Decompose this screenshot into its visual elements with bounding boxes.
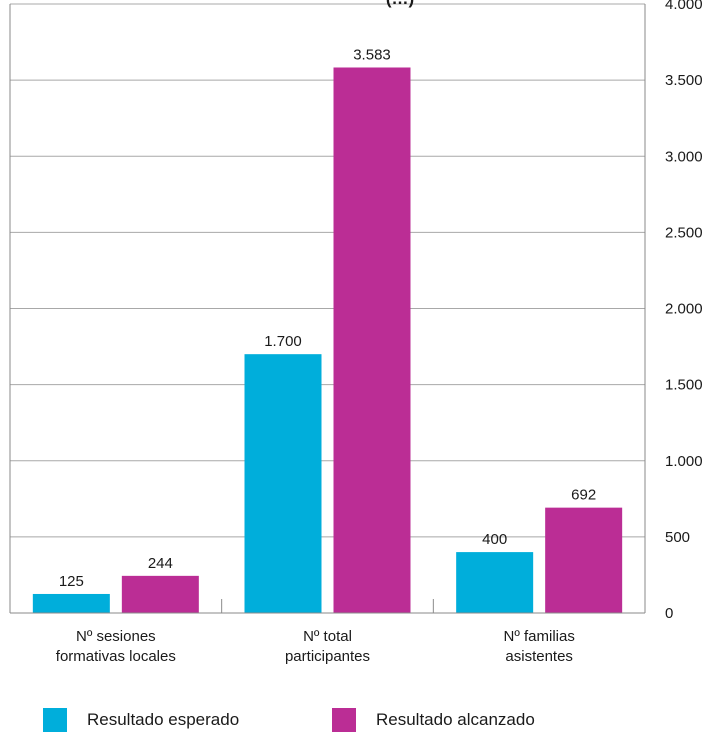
legend-swatch-alcanzado <box>332 708 356 732</box>
bar <box>244 354 322 613</box>
axes <box>9 4 646 614</box>
legend-swatch-esperado <box>43 708 67 732</box>
y-tick-label: 1.000 <box>665 453 703 470</box>
bar <box>333 67 411 613</box>
category-label: asistentes <box>505 648 573 665</box>
labels: 0 500 1.000 1.500 2.000 2.500 3.000 3.500 4.000 1… <box>56 0 703 665</box>
y-tick-label: 2.500 <box>665 224 703 241</box>
chart-title: (…) <box>386 0 414 8</box>
data-label: 1.700 <box>264 333 302 350</box>
category-label: Nº sesiones <box>76 628 156 645</box>
legend: Resultado esperado Resultado alcanzado <box>0 708 713 738</box>
legend-label-alcanzado: Resultado alcanzado <box>376 710 535 729</box>
data-label: 400 <box>482 531 507 548</box>
category-label: formativas locales <box>56 648 176 665</box>
category-label: participantes <box>285 648 370 665</box>
y-tick-label: 0 <box>665 605 673 622</box>
category-label: Nº familias <box>504 628 575 645</box>
data-label: 3.583 <box>353 46 391 63</box>
bar <box>545 507 623 613</box>
y-tick-label: 500 <box>665 529 690 546</box>
data-label: 125 <box>59 573 84 590</box>
y-tick-label: 3.000 <box>665 148 703 165</box>
data-label: 692 <box>571 487 596 504</box>
legend-item-esperado: Resultado esperado <box>43 708 239 732</box>
category-label: Nº total <box>303 628 352 645</box>
y-tick-label: 2.000 <box>665 301 703 318</box>
y-tick-label: 3.500 <box>665 72 703 89</box>
bar <box>456 552 534 613</box>
y-tick-label: 1.500 <box>665 377 703 394</box>
data-label: 244 <box>148 555 173 572</box>
bar <box>32 593 110 613</box>
gridlines <box>10 3 645 538</box>
bar <box>121 575 199 613</box>
legend-label-esperado: Resultado esperado <box>87 710 240 729</box>
bars <box>32 67 623 613</box>
y-tick-label: 4.000 <box>665 0 703 13</box>
legend-item-alcanzado: Resultado alcanzado <box>332 708 535 732</box>
